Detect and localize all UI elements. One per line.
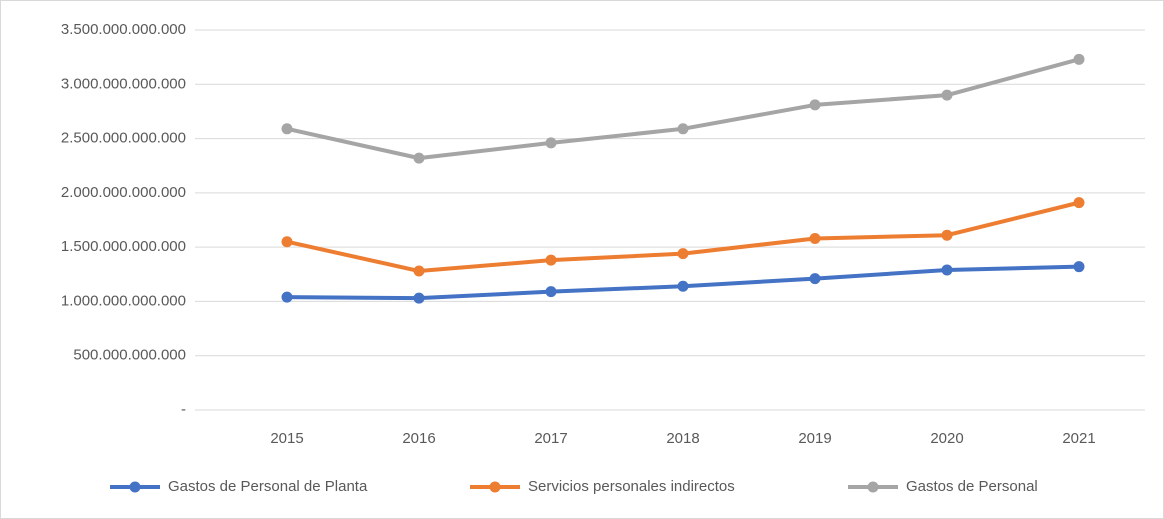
data-point: [545, 286, 557, 298]
data-point: [941, 89, 953, 101]
data-point: [413, 265, 425, 277]
legend-marker: [489, 481, 501, 493]
x-tick-label: 2017: [534, 430, 567, 447]
legend-label: Servicios personales indirectos: [528, 478, 735, 495]
data-point: [413, 152, 425, 164]
x-tick-label: 2016: [402, 430, 435, 447]
y-tick-label: 500.000.000.000: [73, 347, 186, 364]
x-tick-label: 2020: [930, 430, 963, 447]
data-point: [281, 291, 293, 303]
data-point: [677, 280, 689, 292]
y-tick-label: -: [181, 401, 186, 418]
data-point: [941, 229, 953, 241]
legend-marker: [129, 481, 141, 493]
data-point: [809, 232, 821, 244]
x-tick-label: 2021: [1062, 430, 1095, 447]
data-point: [677, 123, 689, 135]
y-tick-label: 1.500.000.000.000: [61, 238, 186, 255]
y-tick-label: 2.000.000.000.000: [61, 184, 186, 201]
data-point: [941, 264, 953, 276]
data-point: [545, 137, 557, 149]
data-point: [1073, 53, 1085, 65]
y-tick-label: 3.000.000.000.000: [61, 75, 186, 92]
data-point: [1073, 197, 1085, 209]
x-tick-label: 2018: [666, 430, 699, 447]
y-tick-label: 2.500.000.000.000: [61, 130, 186, 147]
y-tick-label: 1.000.000.000.000: [61, 292, 186, 309]
data-point: [809, 99, 821, 111]
data-point: [281, 236, 293, 248]
legend-label: Gastos de Personal: [906, 478, 1038, 495]
x-tick-label: 2015: [270, 430, 303, 447]
legend-label: Gastos de Personal de Planta: [168, 478, 368, 495]
data-point: [1073, 261, 1085, 273]
x-tick-label: 2019: [798, 430, 831, 447]
data-point: [281, 123, 293, 135]
data-point: [677, 248, 689, 260]
y-tick-label: 3.500.000.000.000: [61, 21, 186, 38]
data-point: [809, 273, 821, 285]
data-point: [545, 254, 557, 266]
data-point: [413, 292, 425, 304]
legend-marker: [867, 481, 879, 493]
